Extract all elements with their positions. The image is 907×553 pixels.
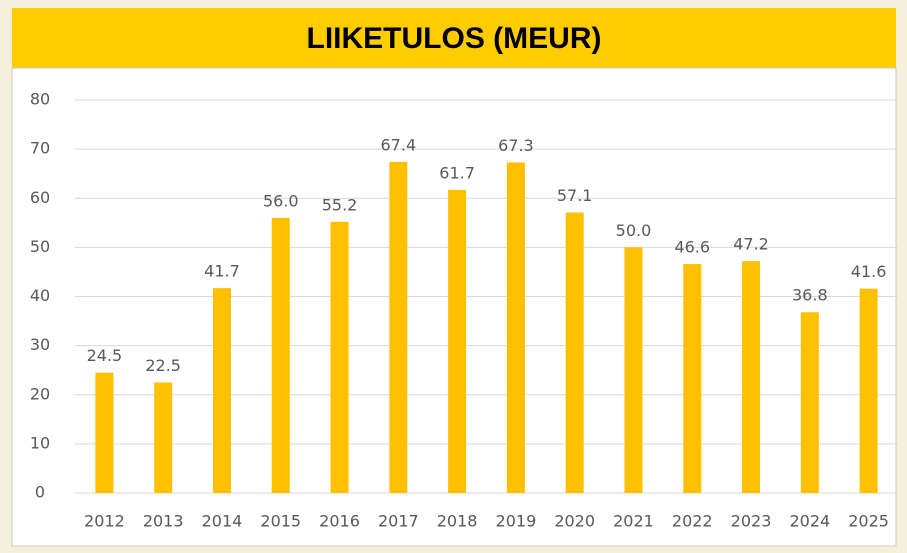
y-tick-label: 70 (30, 139, 50, 158)
y-tick-label: 10 (30, 433, 50, 452)
x-tick-label: 2016 (319, 512, 360, 531)
x-tick-label: 2025 (848, 512, 889, 531)
x-tick-label: 2021 (613, 512, 654, 531)
x-tick-label: 2023 (731, 512, 772, 531)
data-label: 56.0 (263, 191, 299, 210)
data-label: 61.7 (439, 163, 475, 182)
data-label: 67.4 (381, 135, 417, 154)
x-tick-label: 2020 (554, 512, 595, 531)
x-tick-label: 2024 (789, 512, 830, 531)
data-label: 24.5 (87, 346, 123, 365)
x-tick-label: 2019 (496, 512, 537, 531)
x-tick-label: 2012 (84, 512, 125, 531)
bar (800, 312, 819, 493)
bar (683, 264, 702, 493)
bar (742, 261, 761, 493)
x-tick-label: 2018 (437, 512, 478, 531)
bar (859, 288, 878, 493)
x-tick-label: 2015 (260, 512, 301, 531)
data-label: 41.6 (851, 262, 887, 281)
bar (506, 162, 525, 494)
y-tick-label: 80 (30, 90, 50, 109)
data-label: 55.2 (322, 195, 358, 214)
bar (565, 212, 584, 493)
x-tick-label: 2013 (143, 512, 184, 531)
bar (389, 161, 408, 493)
bar (448, 189, 467, 493)
data-label: 41.7 (204, 262, 240, 281)
bar (95, 372, 114, 493)
data-label: 46.6 (674, 238, 710, 257)
chart-title: LIIKETULOS (MEUR) (307, 22, 602, 55)
x-tick-label: 2014 (202, 512, 243, 531)
bar (330, 221, 349, 493)
y-tick-label: 50 (30, 237, 50, 256)
data-label: 50.0 (616, 221, 652, 240)
data-label: 67.3 (498, 136, 534, 155)
bar (154, 382, 173, 493)
data-label: 22.5 (145, 356, 181, 375)
bar (624, 247, 643, 493)
data-label: 36.8 (792, 286, 828, 305)
title-band (12, 8, 896, 68)
bar (212, 288, 231, 493)
y-tick-label: 30 (30, 335, 50, 354)
x-tick-label: 2017 (378, 512, 419, 531)
x-tick-label: 2022 (672, 512, 713, 531)
data-label: 57.1 (557, 186, 593, 205)
y-tick-label: 20 (30, 384, 50, 403)
y-tick-label: 60 (30, 188, 50, 207)
bar (271, 217, 290, 493)
data-label: 47.2 (733, 235, 769, 254)
y-tick-label: 40 (30, 286, 50, 305)
y-tick-label: 0 (35, 483, 45, 502)
